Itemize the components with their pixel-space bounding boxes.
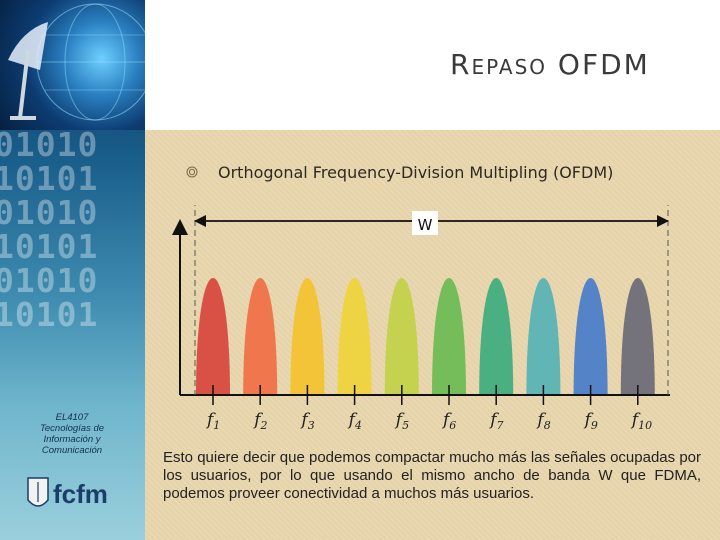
frequency-label: f5 xyxy=(394,410,409,432)
bullet-text: Orthogonal Frequency-Division Multipling… xyxy=(218,163,614,182)
subcarrier-lobe-2 xyxy=(243,278,278,395)
title-acronym: OFDM xyxy=(557,48,650,81)
bullet-circle-icon xyxy=(186,166,198,178)
title-rest: EPASO xyxy=(471,55,548,79)
satellite-dish-icon xyxy=(8,3,145,121)
header-band xyxy=(145,0,720,130)
bandwidth-label: W xyxy=(418,216,433,234)
frequency-label: f4 xyxy=(347,410,362,432)
subcarrier-lobe-8 xyxy=(526,278,561,395)
binary-pattern: 01010 10101 01010 10101 01010 10101 xyxy=(0,125,99,334)
tick-group: f1 f2 f3 f4 f5 f6 f7 f8 f9 f10 xyxy=(205,385,652,432)
frequency-label: f9 xyxy=(583,410,598,432)
bandwidth-label-box xyxy=(412,211,438,235)
frequency-label: f3 xyxy=(299,410,314,432)
subcarrier-lobe-3 xyxy=(290,278,325,395)
frequency-label: f8 xyxy=(535,410,550,432)
subcarrier-lobe-4 xyxy=(337,278,372,395)
subcarrier-lobe-6 xyxy=(432,278,466,395)
course-name-line: Comunicación xyxy=(41,445,103,456)
subcarrier-lobe-1 xyxy=(196,278,230,395)
globe-image xyxy=(0,0,145,130)
frequency-label: f6 xyxy=(441,410,456,432)
subcarrier-lobe-5 xyxy=(384,278,419,395)
subcarrier-lobe-7 xyxy=(479,278,514,395)
course-code: EL4107 xyxy=(55,412,89,423)
fcfm-logo: fcfm xyxy=(26,472,116,516)
ofdm-diagram: W f1 f2 f3 f4 f5 f6 f7 f8 f9 f10 xyxy=(172,205,670,432)
subcarrier-group xyxy=(196,278,655,395)
subcarrier-lobe-10 xyxy=(620,278,655,395)
frequency-label: f10 xyxy=(630,410,652,432)
course-label: EL4107 Tecnologías de Información y Comu… xyxy=(18,412,126,456)
course-name-line: Tecnologías de xyxy=(39,423,105,434)
slide-title: REPASO OFDM xyxy=(450,48,650,81)
course-name-line: Información y xyxy=(43,434,101,445)
frequency-label: f2 xyxy=(252,410,267,432)
subcarrier-lobe-9 xyxy=(573,278,608,395)
title-initial: R xyxy=(450,48,472,81)
frequency-label: f7 xyxy=(488,410,503,432)
logo-text: fcfm xyxy=(53,479,108,509)
frequency-label: f1 xyxy=(205,410,220,432)
sidebar: 01010 10101 01010 10101 01010 10101 EL41… xyxy=(0,0,145,540)
description-text: Esto quiere decir que podemos compactar … xyxy=(163,449,701,502)
